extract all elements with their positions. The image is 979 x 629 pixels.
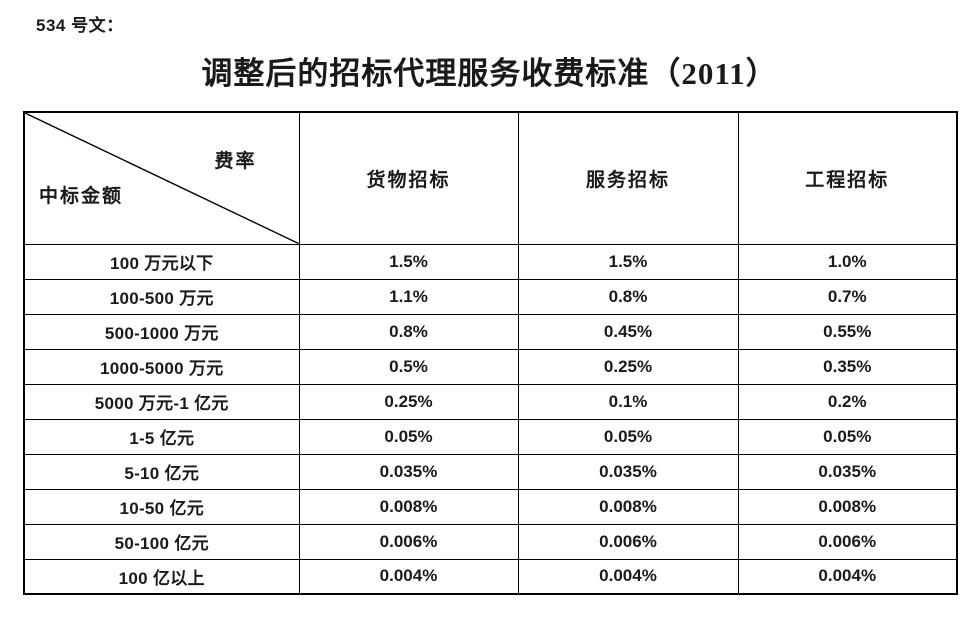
amount-cell: 1000-5000 万元 <box>23 348 300 385</box>
rate-cell: 0.35% <box>737 348 958 385</box>
rate-cell: 1.5% <box>517 243 739 280</box>
amount-cell: 50-100 亿元 <box>23 523 300 560</box>
amount-cell: 100-500 万元 <box>23 278 300 315</box>
rate-cell: 0.035% <box>517 453 739 490</box>
corner-label-rate: 费率 <box>214 151 257 172</box>
rate-cell: 0.45% <box>517 313 739 350</box>
fee-schedule-table: 费率 中标金额 货物招标 服务招标 工程招标 100 万元以下 1.5% 1.5… <box>23 111 958 595</box>
table-row: 500-1000 万元 0.8% 0.45% 0.55% <box>23 313 958 350</box>
rate-cell: 0.55% <box>737 313 958 350</box>
amount-cell: 5-10 亿元 <box>23 453 300 490</box>
rate-cell: 0.004% <box>737 558 958 595</box>
diagonal-corner-cell: 费率 中标金额 <box>23 111 300 245</box>
page-title: 调整后的招标代理服务收费标准（2011） <box>201 56 778 91</box>
rate-cell: 0.006% <box>298 523 519 560</box>
table-row: 1000-5000 万元 0.5% 0.25% 0.35% <box>23 348 958 385</box>
table-row: 5-10 亿元 0.035% 0.035% 0.035% <box>23 453 958 490</box>
rate-cell: 1.1% <box>298 278 519 315</box>
rate-cell: 0.2% <box>737 383 958 420</box>
doc-number-label: 534 号文： <box>36 16 124 35</box>
table-row: 5000 万元-1 亿元 0.25% 0.1% 0.2% <box>23 383 958 420</box>
table-row: 10-50 亿元 0.008% 0.008% 0.008% <box>23 488 958 525</box>
rate-cell: 0.006% <box>737 523 958 560</box>
rate-cell: 0.7% <box>737 278 958 315</box>
rate-cell: 0.004% <box>298 558 519 595</box>
table-row: 1-5 亿元 0.05% 0.05% 0.05% <box>23 418 958 455</box>
rate-cell: 0.004% <box>517 558 739 595</box>
rate-cell: 0.25% <box>298 383 519 420</box>
rate-cell: 1.5% <box>298 243 519 280</box>
amount-cell: 5000 万元-1 亿元 <box>23 383 300 420</box>
table-header-row: 费率 中标金额 货物招标 服务招标 工程招标 <box>23 111 958 245</box>
column-header-engineering: 工程招标 <box>737 111 958 245</box>
diagonal-line <box>25 113 299 244</box>
rate-cell: 0.035% <box>298 453 519 490</box>
rate-cell: 1.0% <box>737 243 958 280</box>
amount-cell: 100 万元以下 <box>23 243 300 280</box>
rate-cell: 0.8% <box>298 313 519 350</box>
amount-cell: 500-1000 万元 <box>23 313 300 350</box>
amount-cell: 1-5 亿元 <box>23 418 300 455</box>
rate-cell: 0.5% <box>298 348 519 385</box>
table-row: 100 万元以下 1.5% 1.5% 1.0% <box>23 243 958 280</box>
rate-cell: 0.008% <box>517 488 739 525</box>
amount-cell: 100 亿以上 <box>23 558 300 595</box>
rate-cell: 0.05% <box>737 418 958 455</box>
table-row: 100-500 万元 1.1% 0.8% 0.7% <box>23 278 958 315</box>
amount-cell: 10-50 亿元 <box>23 488 300 525</box>
rate-cell: 0.05% <box>517 418 739 455</box>
rate-cell: 0.006% <box>517 523 739 560</box>
rate-cell: 0.008% <box>737 488 958 525</box>
rate-cell: 0.25% <box>517 348 739 385</box>
rate-cell: 0.1% <box>517 383 739 420</box>
rate-cell: 0.035% <box>737 453 958 490</box>
table-row: 100 亿以上 0.004% 0.004% 0.004% <box>23 558 958 595</box>
column-header-services: 服务招标 <box>517 111 739 245</box>
rate-cell: 0.8% <box>517 278 739 315</box>
column-header-goods: 货物招标 <box>298 111 519 245</box>
corner-label-amount: 中标金额 <box>39 186 124 207</box>
rate-cell: 0.008% <box>298 488 519 525</box>
rate-cell: 0.05% <box>298 418 519 455</box>
table-row: 50-100 亿元 0.006% 0.006% 0.006% <box>23 523 958 560</box>
